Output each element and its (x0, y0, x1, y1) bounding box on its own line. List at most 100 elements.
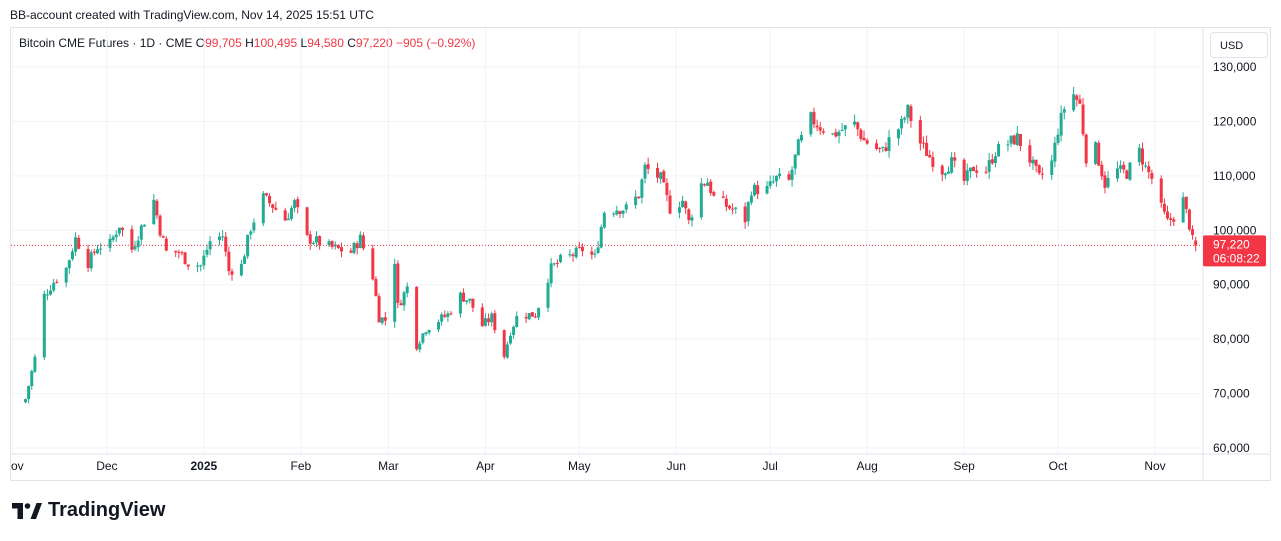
candle (30, 369, 34, 390)
candle (659, 171, 663, 184)
logo-text: TradingView (48, 499, 166, 521)
candle (662, 169, 666, 183)
candle (1115, 161, 1119, 182)
candle (1187, 208, 1191, 232)
candle (1191, 225, 1195, 240)
candle (396, 260, 400, 309)
candle (943, 172, 947, 179)
candle (505, 341, 509, 359)
candle (731, 203, 735, 215)
candle (196, 262, 200, 273)
candle (1012, 134, 1016, 145)
price-tick-label: 100,000 (1213, 223, 1257, 237)
candle (555, 259, 559, 268)
candle (1106, 171, 1110, 189)
candle (856, 121, 860, 137)
candle (1166, 205, 1170, 221)
candle (746, 200, 750, 227)
candle (878, 147, 882, 153)
chart-pane-frame[interactable] (10, 27, 1271, 481)
high-value: 100,495 (253, 36, 298, 50)
candle (468, 298, 472, 304)
change-value: −905 (−0.92%) (395, 36, 476, 50)
candle (1094, 141, 1098, 166)
candle (840, 122, 844, 132)
candle (687, 208, 691, 225)
high-label: H (245, 36, 254, 50)
candle (89, 249, 93, 272)
candle (361, 232, 365, 251)
candle (352, 241, 356, 255)
candle (1009, 135, 1013, 148)
candle (465, 300, 469, 305)
candle (227, 246, 231, 276)
candle (27, 385, 31, 404)
candle (164, 236, 168, 252)
candle (1037, 164, 1041, 175)
candle (415, 286, 419, 351)
symbol-description[interactable]: Bitcoin CME Futures · 1D · CME (19, 36, 193, 50)
candle (734, 206, 738, 214)
last-price-value: 97,220 (1213, 237, 1250, 251)
candle (1103, 171, 1107, 194)
candle (972, 166, 976, 172)
last-price-tag-background (1203, 235, 1266, 267)
candle (684, 200, 688, 214)
candle (418, 340, 422, 353)
candle (224, 231, 228, 257)
candle (1015, 126, 1019, 147)
candle (559, 253, 563, 264)
candle (634, 190, 638, 209)
candle (427, 329, 431, 335)
candle (774, 175, 778, 187)
candle (1147, 161, 1151, 179)
candle (1169, 212, 1173, 227)
candle (1059, 105, 1063, 142)
time-tick-label: Aug (856, 459, 877, 473)
currency-button[interactable]: USD (1210, 32, 1268, 58)
candle (702, 183, 706, 187)
candle (1040, 167, 1044, 180)
candle (947, 166, 951, 174)
candle (208, 236, 212, 256)
candle (114, 230, 118, 242)
candle (790, 166, 794, 187)
candle (515, 311, 519, 328)
candle (139, 224, 143, 246)
candle (921, 136, 925, 149)
close-value: 97,220 (355, 36, 393, 50)
candle (1031, 156, 1035, 171)
candle (884, 142, 888, 152)
candle (340, 242, 344, 258)
candle (55, 279, 59, 284)
candle (965, 163, 969, 186)
candle (812, 107, 816, 129)
candle (756, 180, 760, 200)
candle (1097, 140, 1101, 167)
candle (1194, 236, 1198, 252)
candle (796, 138, 800, 156)
candle (997, 141, 1001, 157)
candle (577, 242, 581, 249)
candle (493, 310, 497, 334)
candle (155, 199, 159, 219)
open-value: 99,705 (205, 36, 242, 50)
candle (446, 310, 450, 322)
candle (271, 203, 275, 213)
candle (24, 398, 28, 404)
time-axis: ov Dec 2025 Feb Mar Apr May Jun Jul Aug Sep Oct Nov (11, 453, 1270, 473)
price-tick-label: 60,000 (1213, 441, 1250, 455)
candle (318, 235, 322, 250)
candle (42, 290, 46, 361)
tradingview-logo[interactable]: TradingView (12, 499, 165, 522)
candle (296, 196, 300, 214)
candle (1100, 160, 1104, 181)
candle (706, 178, 710, 186)
candle (111, 234, 115, 243)
candle (931, 151, 935, 172)
candle (117, 227, 121, 236)
candle (177, 249, 181, 259)
candle (918, 115, 922, 151)
candle (534, 313, 538, 319)
